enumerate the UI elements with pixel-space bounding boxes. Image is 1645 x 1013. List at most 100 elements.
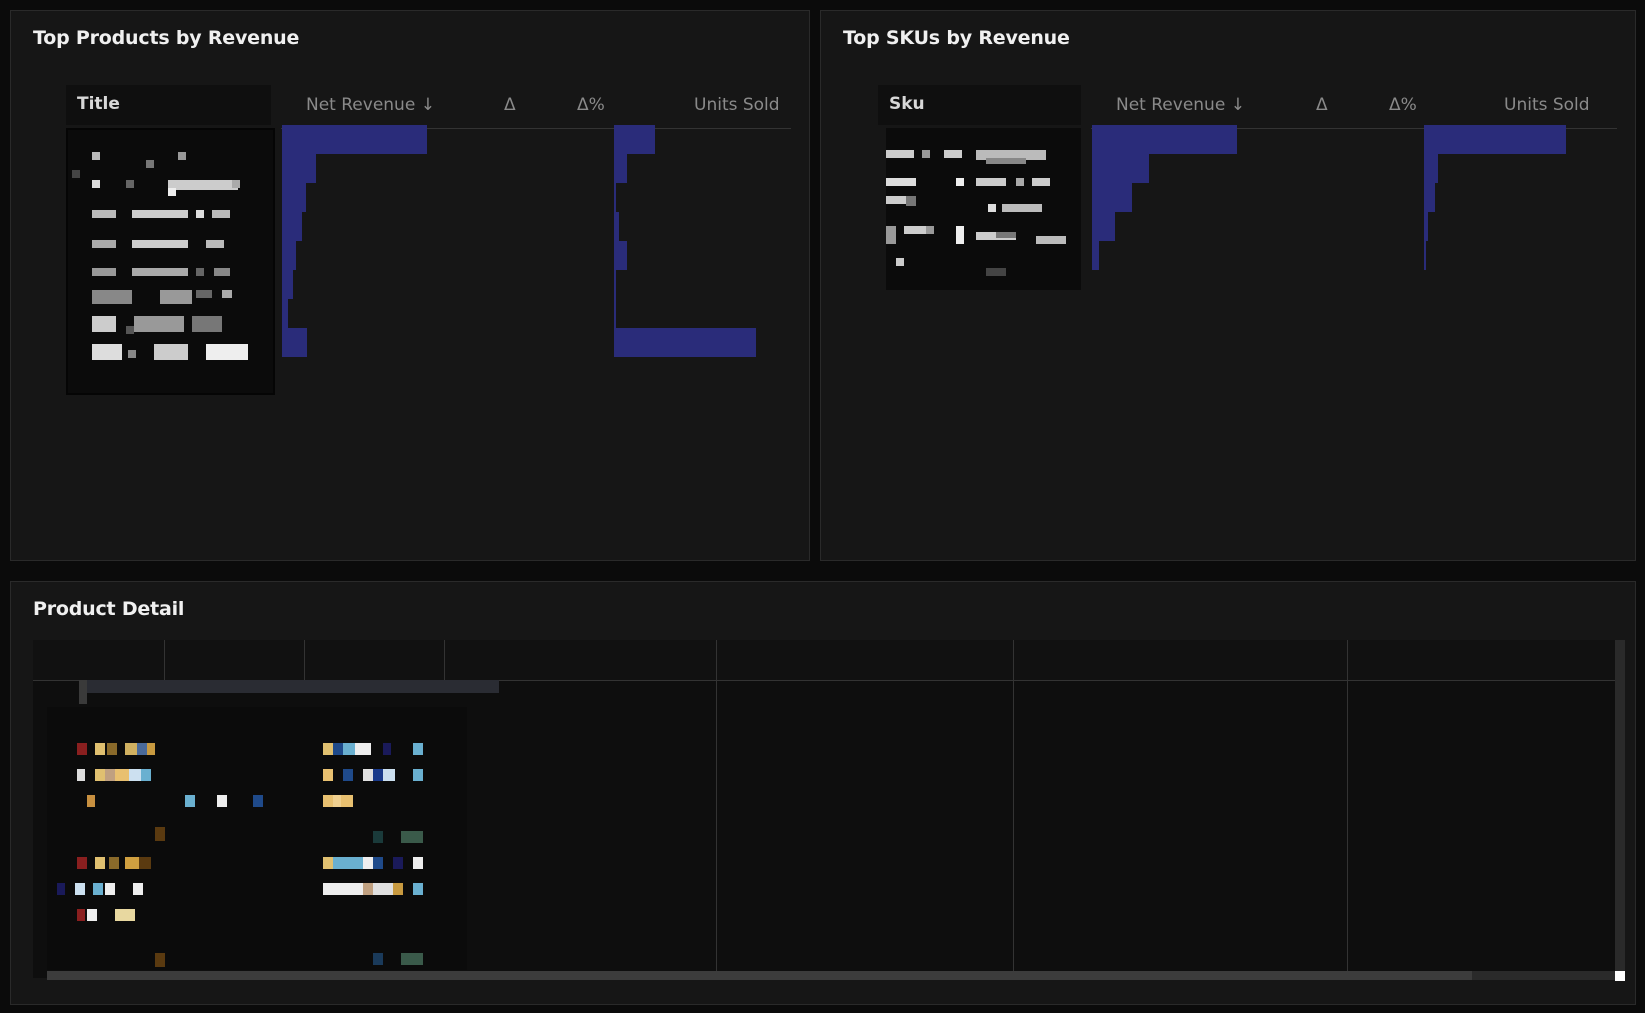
column-separator bbox=[164, 640, 165, 680]
redaction-pixel bbox=[133, 883, 143, 895]
redaction-pixel bbox=[115, 769, 129, 781]
redaction-pixel bbox=[139, 857, 151, 869]
redaction-pixel bbox=[107, 743, 117, 755]
net-revenue-header-label: Net Revenue bbox=[1116, 95, 1226, 115]
arrow-down-icon: ↓ bbox=[1230, 95, 1245, 115]
redaction-pixel bbox=[126, 326, 134, 334]
units-bar bbox=[1424, 212, 1428, 241]
redaction-pixel bbox=[132, 210, 188, 218]
revenue-bar bbox=[1092, 125, 1237, 154]
table-header bbox=[33, 640, 1615, 681]
units-sold-column-header[interactable]: Units Sold bbox=[1504, 95, 1590, 115]
redaction-pixel bbox=[92, 290, 132, 304]
units-sold-column-header[interactable]: Units Sold bbox=[694, 95, 780, 115]
title-column-handle[interactable] bbox=[79, 680, 87, 704]
redaction-pixel bbox=[206, 344, 248, 360]
redaction-pixel bbox=[132, 240, 188, 248]
redaction-pixel bbox=[363, 857, 373, 869]
redaction-pixel bbox=[363, 769, 373, 781]
delta-pct-column-header[interactable]: Δ% bbox=[1389, 95, 1417, 115]
redaction-pixel bbox=[154, 344, 188, 360]
redaction-pixel bbox=[253, 795, 263, 807]
redaction-pixel bbox=[373, 883, 393, 895]
redaction-pixel bbox=[904, 226, 926, 234]
vertical-scrollbar[interactable] bbox=[1615, 640, 1625, 978]
sku-header-cell[interactable]: Sku bbox=[878, 85, 1081, 125]
net-revenue-column-header[interactable]: Net Revenue ↓ bbox=[306, 95, 435, 115]
units-bar bbox=[1424, 183, 1435, 212]
redaction-pixel bbox=[986, 268, 1006, 276]
units-bar bbox=[1424, 154, 1438, 183]
units-bar bbox=[614, 183, 616, 212]
redaction-pixel bbox=[168, 180, 238, 190]
revenue-bar bbox=[282, 212, 302, 241]
column-separator bbox=[1013, 640, 1014, 978]
redaction-pixel bbox=[886, 178, 916, 186]
panel-title: Product Detail bbox=[33, 598, 185, 620]
delta-pct-column-header[interactable]: Δ% bbox=[577, 95, 605, 115]
horizontal-scrollbar-thumb[interactable] bbox=[47, 971, 1472, 980]
redaction-pixel bbox=[393, 883, 403, 895]
redaction-pixel bbox=[886, 150, 914, 158]
redaction-pixel bbox=[333, 795, 341, 807]
column-separator bbox=[716, 640, 717, 978]
horizontal-scrollbar[interactable] bbox=[47, 971, 1615, 980]
redaction-pixel bbox=[92, 268, 116, 276]
revenue-bar bbox=[282, 125, 427, 154]
redaction-pixel bbox=[1002, 204, 1042, 212]
redaction-pixel bbox=[944, 150, 962, 158]
redaction-pixel bbox=[57, 883, 65, 895]
redaction-pixel bbox=[926, 226, 934, 234]
redaction-pixel bbox=[401, 953, 423, 965]
redaction-pixel bbox=[95, 743, 105, 755]
revenue-bar bbox=[282, 328, 307, 357]
redaction-pixel bbox=[92, 316, 116, 332]
revenue-bar bbox=[1092, 154, 1149, 183]
redaction-pixel bbox=[105, 769, 115, 781]
redaction-pixel bbox=[75, 883, 85, 895]
redaction-pixel bbox=[232, 180, 240, 188]
revenue-bar bbox=[282, 270, 293, 299]
redaction-pixel bbox=[92, 210, 116, 218]
redaction-pixel bbox=[146, 160, 154, 168]
delta-column-header[interactable]: Δ bbox=[504, 95, 516, 115]
redaction-pixel bbox=[87, 909, 97, 921]
redaction-pixel bbox=[886, 196, 906, 204]
redaction-pixel bbox=[976, 178, 1006, 186]
net-revenue-column-header[interactable]: Net Revenue ↓ bbox=[1116, 95, 1245, 115]
redaction-pixel bbox=[109, 857, 119, 869]
redaction-pixel bbox=[222, 290, 232, 298]
top-products-panel: Top Products by Revenue Title Net Revenu… bbox=[10, 10, 810, 561]
units-bar bbox=[614, 212, 619, 241]
units-bar bbox=[614, 154, 627, 183]
revenue-bar bbox=[282, 154, 316, 183]
redaction-pixel bbox=[214, 268, 230, 276]
redaction-pixel bbox=[134, 316, 184, 332]
redaction-pixel bbox=[323, 883, 363, 895]
title-column-scroll-indicator bbox=[79, 680, 499, 693]
redaction-pixel bbox=[373, 857, 383, 869]
redaction-pixel bbox=[115, 909, 135, 921]
column-separator bbox=[304, 640, 305, 680]
redaction-pixel bbox=[192, 316, 222, 332]
units-bar bbox=[614, 125, 655, 154]
redaction-pixel bbox=[92, 344, 122, 360]
redaction-pixel bbox=[323, 743, 333, 755]
redaction-pixel bbox=[196, 210, 204, 218]
units-bar bbox=[614, 299, 616, 328]
redacted-titles-variants-skus bbox=[47, 707, 467, 970]
redaction-pixel bbox=[323, 769, 333, 781]
redaction-pixel bbox=[373, 953, 383, 965]
redaction-pixel bbox=[125, 743, 137, 755]
redaction-pixel bbox=[976, 150, 1046, 160]
delta-column-header[interactable]: Δ bbox=[1316, 95, 1328, 115]
redaction-pixel bbox=[373, 831, 383, 843]
redaction-pixel bbox=[986, 158, 1026, 164]
redaction-pixel bbox=[323, 857, 333, 869]
redaction-pixel bbox=[137, 743, 149, 755]
redaction-pixel bbox=[413, 769, 423, 781]
units-bar bbox=[614, 241, 627, 270]
redaction-pixel bbox=[413, 883, 423, 895]
redaction-pixel bbox=[906, 196, 916, 206]
title-header-cell[interactable]: Title bbox=[66, 85, 271, 125]
